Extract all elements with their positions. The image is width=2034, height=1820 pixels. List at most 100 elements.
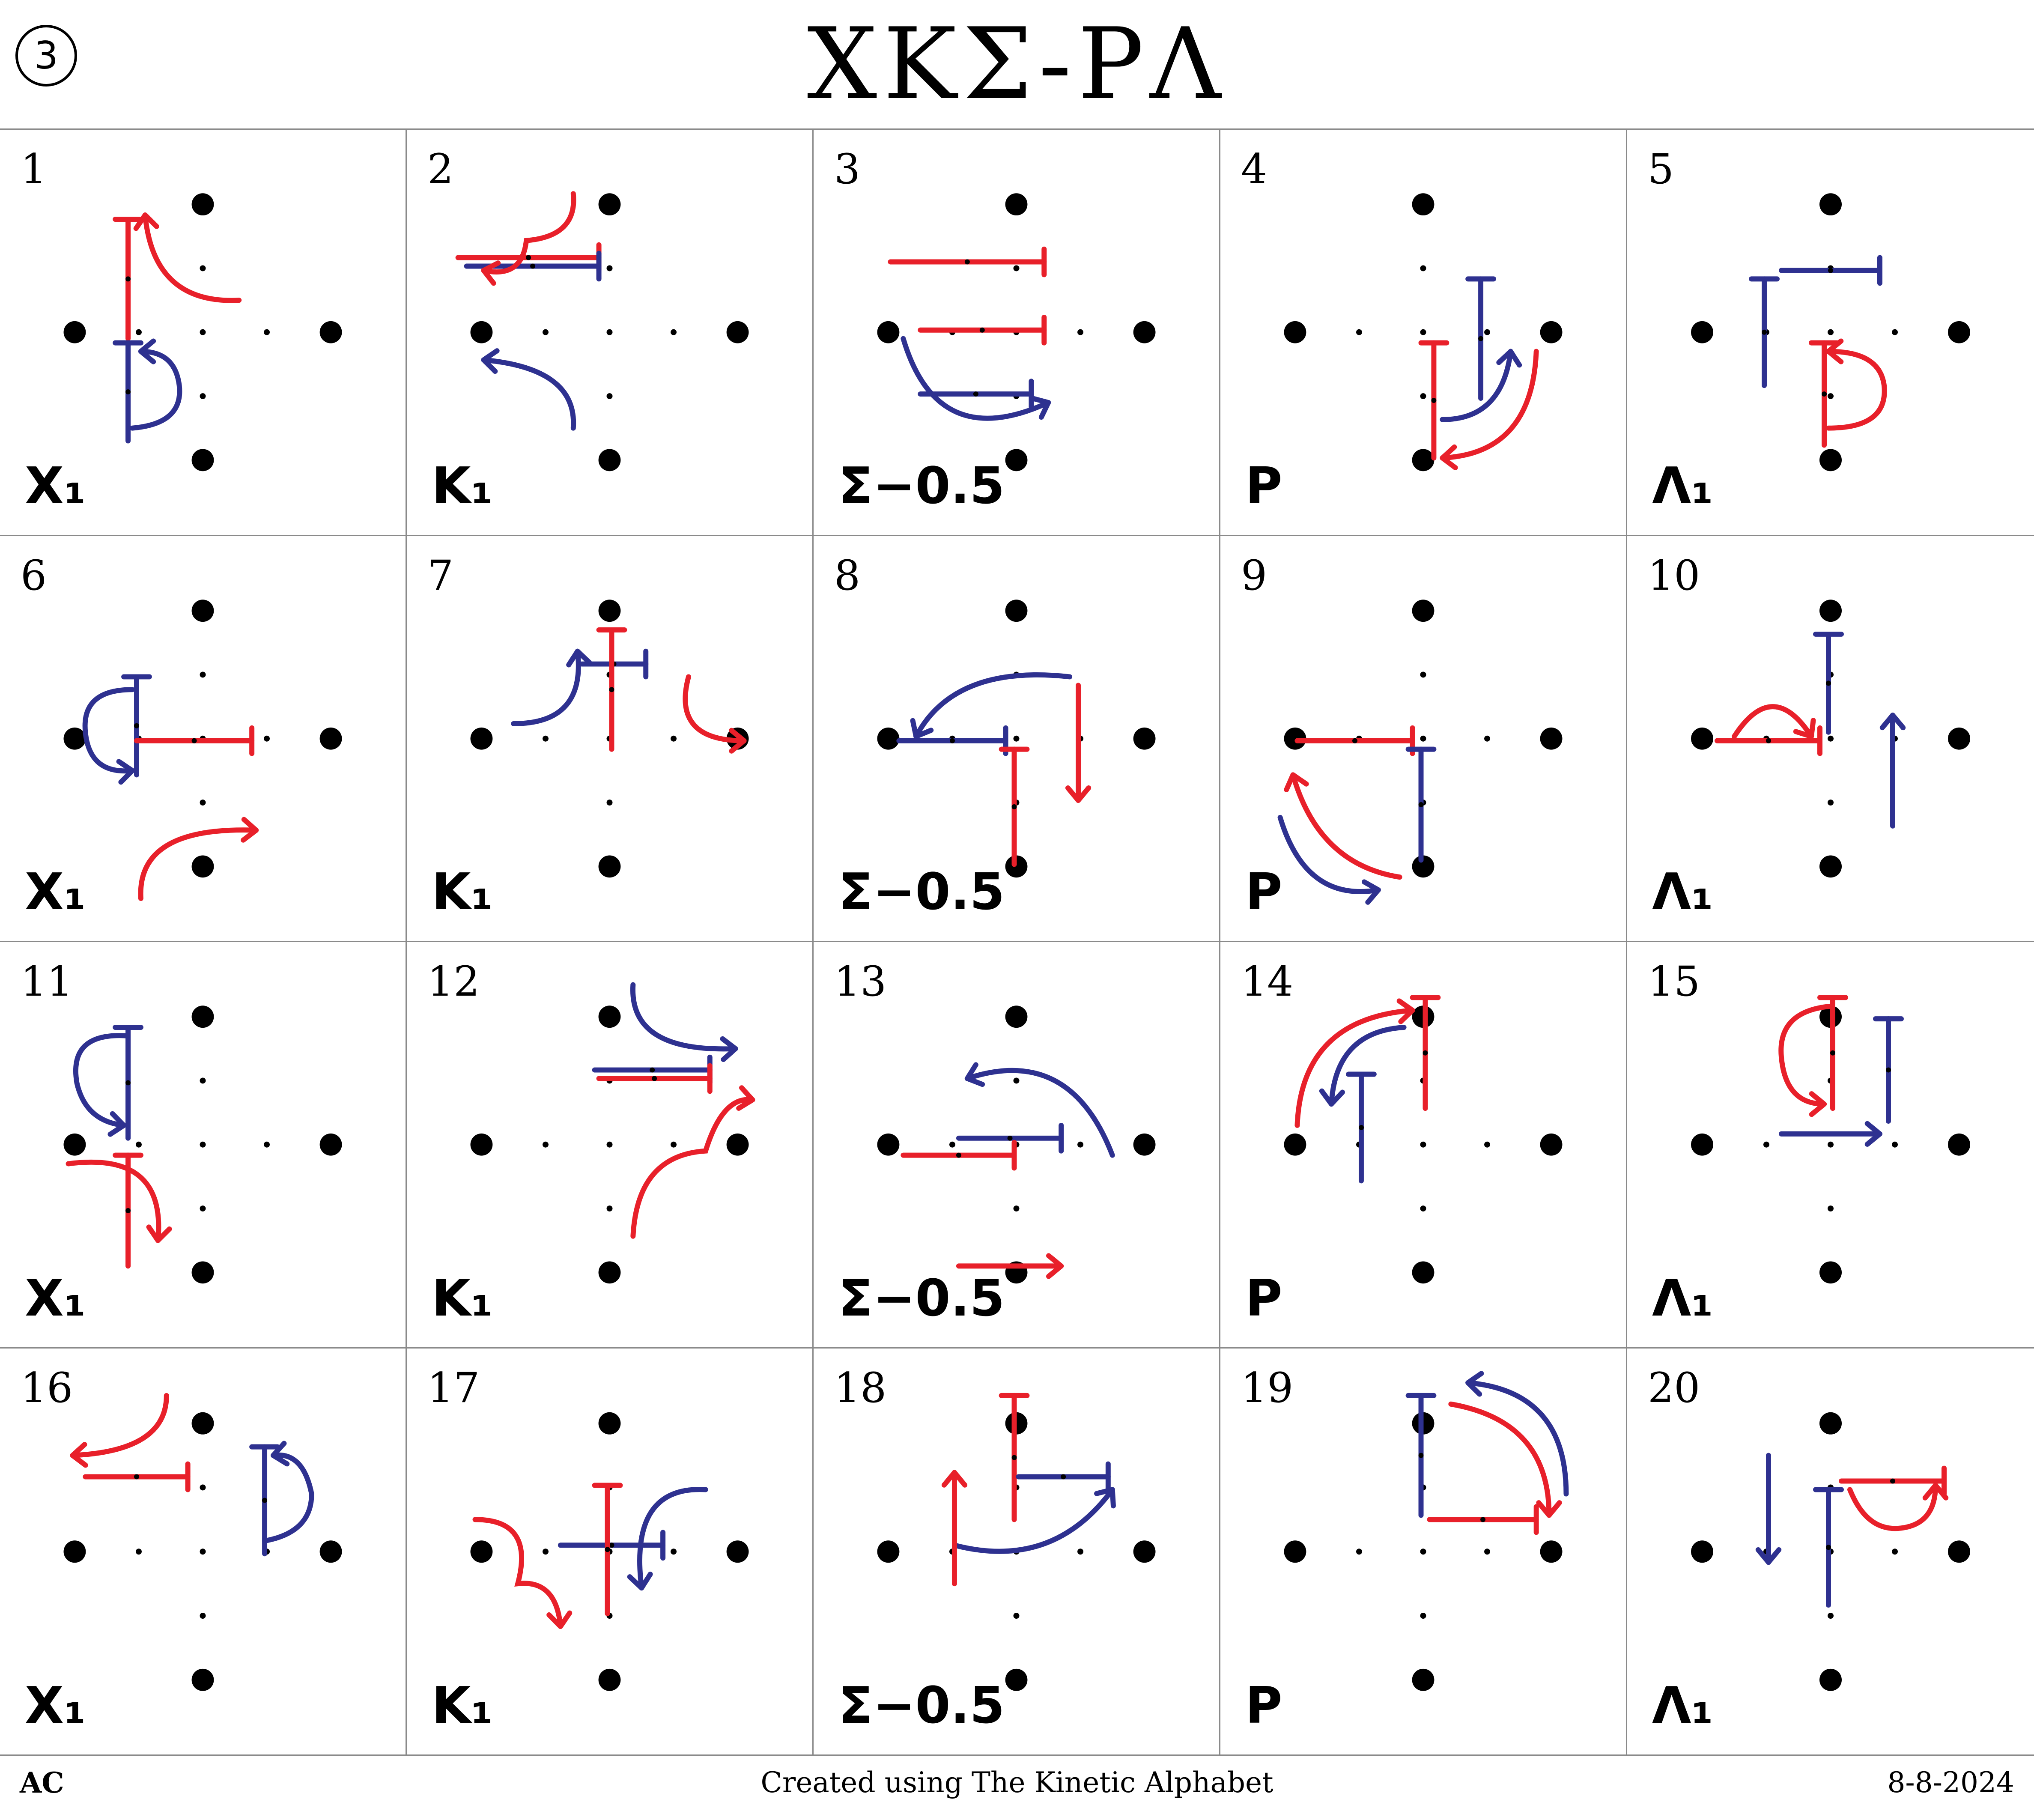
- grid-subpoint: [200, 1141, 206, 1148]
- letter-glyph: K₁: [432, 456, 493, 515]
- grid-subpoint: [264, 735, 270, 742]
- pictograph-cell: 6 X₁: [0, 536, 407, 942]
- grid-subpoint: [671, 735, 677, 742]
- staff-dot: [609, 686, 614, 692]
- grid-point: [1133, 1133, 1156, 1156]
- grid-point: [1540, 1540, 1563, 1563]
- arrow-head: [1030, 396, 1051, 420]
- grid-point: [1948, 321, 1970, 343]
- grid-point: [191, 1668, 214, 1691]
- arrow-head: [1361, 879, 1381, 905]
- grid-point: [1819, 193, 1842, 216]
- grid-point: [1412, 855, 1435, 877]
- letter-glyph: Λ₁: [1652, 1268, 1714, 1328]
- letter-glyph: K₁: [432, 1676, 493, 1735]
- letter-glyph: P: [1245, 456, 1282, 515]
- pictograph-drawing: [877, 1393, 1156, 1691]
- grid-point: [1005, 1668, 1028, 1691]
- arrow-head: [720, 1036, 738, 1062]
- arrow-head: [566, 648, 592, 667]
- grid-point: [1948, 1540, 1970, 1563]
- staff-dot: [1828, 268, 1833, 273]
- motion-arrow: [130, 349, 182, 431]
- grid-point: [1412, 449, 1435, 471]
- letter-glyph: Λ₁: [1652, 862, 1714, 921]
- pictograph-drawing: [63, 1393, 342, 1691]
- staff-dot: [1478, 336, 1484, 341]
- grid-subpoint: [1420, 1548, 1426, 1554]
- motion-arrow: [138, 827, 259, 901]
- footer-author: AC: [20, 1766, 64, 1799]
- grid-subpoint: [1013, 1205, 1020, 1212]
- grid-subpoint: [1420, 671, 1426, 677]
- cell-number: 19: [1241, 1364, 1294, 1412]
- staff-dot: [1418, 1453, 1424, 1458]
- grid-point: [726, 1540, 749, 1563]
- grid-point: [1284, 321, 1306, 343]
- grid-point: [191, 193, 214, 216]
- pictograph-drawing: [63, 599, 342, 901]
- arrow-head: [1465, 1370, 1484, 1396]
- pictograph-drawing: [877, 1005, 1156, 1284]
- grid-point: [1819, 1261, 1842, 1284]
- grid-point: [1948, 1133, 1970, 1156]
- grid-point: [63, 1540, 86, 1563]
- grid-subpoint: [606, 1141, 613, 1148]
- grid-subpoint: [1077, 1548, 1084, 1554]
- motion-arrow: [913, 672, 1073, 739]
- grid-subpoint: [1484, 735, 1491, 742]
- grid-point: [1005, 449, 1028, 471]
- grid-subpoint: [606, 1205, 613, 1212]
- motion-arrow: [481, 191, 576, 274]
- grid-point: [1412, 1668, 1435, 1691]
- grid-point: [1412, 1261, 1435, 1284]
- pictograph-cell: 1 X₁: [0, 130, 407, 536]
- grid-subpoint: [1892, 1141, 1898, 1148]
- grid-subpoint: [1356, 1548, 1362, 1554]
- staff-dot: [262, 1497, 268, 1503]
- pictograph-drawing: [63, 1005, 342, 1284]
- grid-point: [470, 1540, 493, 1563]
- motion-arrow: [901, 336, 1051, 421]
- cell-number: 18: [834, 1364, 887, 1412]
- staff-dot: [1352, 738, 1357, 743]
- grid-point: [191, 449, 214, 471]
- grid-point: [1284, 727, 1306, 750]
- pictograph-cell: 20 Λ₁: [1627, 1349, 2034, 1755]
- grid-subpoint: [135, 1141, 142, 1148]
- grid-subpoint: [542, 329, 549, 335]
- grid-subpoint: [200, 329, 206, 335]
- grid-subpoint: [1420, 265, 1426, 272]
- arrow-head: [133, 212, 159, 231]
- staff-dot: [973, 391, 978, 397]
- staff-dot: [1007, 1135, 1013, 1141]
- grid-subpoint: [1828, 393, 1834, 400]
- grid-subpoint: [671, 329, 677, 335]
- cell-number: 3: [834, 145, 861, 193]
- grid-point: [63, 321, 86, 343]
- letter-glyph: Λ₁: [1652, 1676, 1714, 1735]
- grid-point: [63, 727, 86, 750]
- grid-point: [319, 1133, 342, 1156]
- pictograph-drawing: [63, 193, 342, 471]
- grid-point: [1819, 449, 1842, 471]
- grid-subpoint: [200, 799, 206, 806]
- motion-arrow: [73, 1033, 131, 1128]
- grid-subpoint: [1356, 329, 1362, 335]
- arrow-head: [1094, 1486, 1116, 1508]
- grid-point: [191, 1005, 214, 1028]
- staff-dot: [609, 1542, 614, 1548]
- letter-glyph: P: [1245, 1676, 1282, 1735]
- pictograph-drawing: [1284, 193, 1563, 471]
- grid-point: [1819, 1412, 1842, 1435]
- motion-arrow: [630, 982, 738, 1052]
- staff-dot: [949, 738, 955, 743]
- letter-glyph: X₁: [25, 862, 86, 921]
- pictograph-cell: 17 K₁: [407, 1348, 814, 1754]
- staff-dot: [1011, 804, 1017, 809]
- motion-arrow: [1465, 1380, 1569, 1496]
- grid-subpoint: [671, 1548, 677, 1554]
- motion-arrow: [472, 1516, 563, 1629]
- letter-glyph: P: [1245, 1268, 1282, 1328]
- grid-subpoint: [542, 1141, 549, 1148]
